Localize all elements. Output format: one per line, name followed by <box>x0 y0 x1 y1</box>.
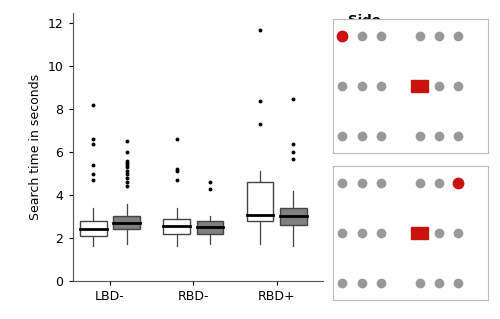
Bar <box>80 221 106 236</box>
Bar <box>164 219 190 234</box>
Bar <box>196 221 224 234</box>
Bar <box>411 227 428 239</box>
Legend: Left, Right: Left, Right <box>334 14 396 63</box>
Y-axis label: Search time in seconds: Search time in seconds <box>29 74 42 220</box>
Bar <box>114 216 140 229</box>
Bar <box>280 208 306 225</box>
Bar <box>246 182 274 221</box>
Bar <box>411 80 428 92</box>
